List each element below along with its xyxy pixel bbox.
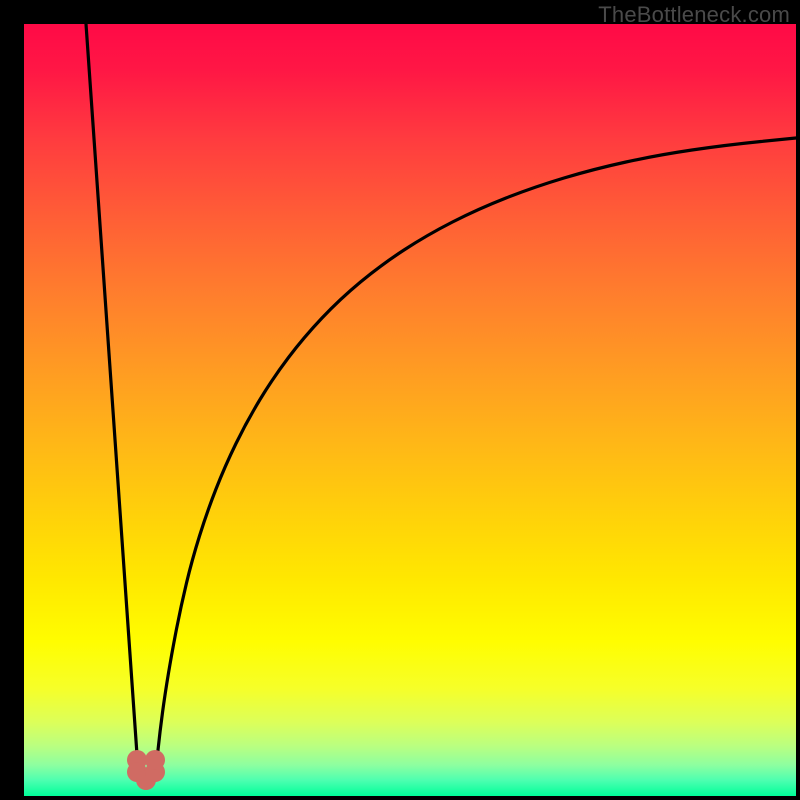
attribution-label: TheBottleneck.com — [598, 2, 790, 28]
plot-svg — [24, 24, 796, 796]
plot-area — [24, 24, 796, 796]
chart-frame: TheBottleneck.com — [0, 0, 800, 800]
marker-dot — [145, 750, 165, 770]
gradient-background — [24, 24, 796, 796]
